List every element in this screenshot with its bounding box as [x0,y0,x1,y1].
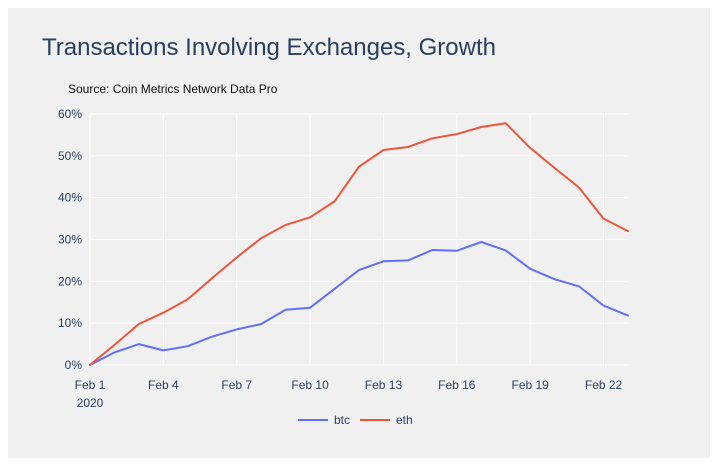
series-line-btc [89,241,629,366]
y-tick-label: 10% [58,316,82,330]
x-tick-label: Feb 4 [148,378,179,392]
chart-card: Transactions Involving Exchanges, Growth… [8,8,710,458]
x-tick-label: Feb 16 [438,378,476,392]
x-tick-label: Feb 7 [221,378,252,392]
x-tick-label: Feb 10 [291,378,329,392]
legend-label: eth [396,413,413,427]
y-tick-label: 50% [58,149,82,163]
y-tick-label: 20% [58,274,82,288]
legend-item-btc[interactable]: btc [298,413,350,427]
x-axis: Feb 1 2020 Feb 4 Feb 7 Feb 10 Feb 13 Feb 16 Feb… [75,378,623,410]
grid-layer [89,113,628,366]
x-tick-label: Feb 1 [75,378,106,392]
chart-title: Transactions Involving Exchanges, Growth [42,34,496,61]
x-tick-label: Feb 13 [365,378,403,392]
legend[interactable]: btc eth [298,413,413,427]
y-tick-label: 30% [58,233,82,247]
x-tick-label: Feb 22 [585,378,623,392]
legend-label: btc [334,413,350,427]
y-tick-label: 0% [65,358,83,372]
chart-subtitle: Source: Coin Metrics Network Data Pro [68,82,278,96]
legend-item-eth[interactable]: eth [360,413,413,427]
series-layer [89,122,629,366]
y-tick-label: 60% [58,107,82,121]
x-tick-label: Feb 19 [512,378,550,392]
chart-svg: 0% 10% 20% 30% 40% 50% 60% Feb 1 2020 Feb 4 Feb 7… [58,107,629,427]
y-axis: 0% 10% 20% 30% 40% 50% 60% [58,107,82,372]
y-tick-label: 40% [58,191,82,205]
series-line-eth [89,122,629,366]
x-tick-sublabel: 2020 [77,396,104,410]
